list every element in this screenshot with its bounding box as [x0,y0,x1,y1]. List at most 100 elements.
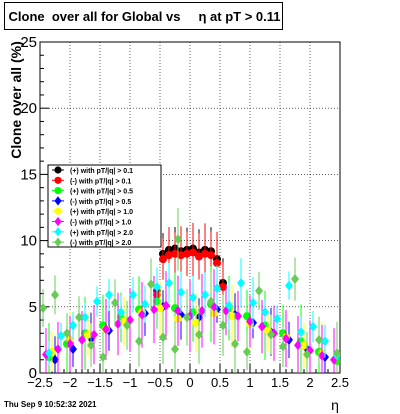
data-point [318,350,326,361]
legend-item: (-) with pT/|q| > 1.0 [52,216,131,227]
data-point [123,320,131,331]
data-point [75,312,83,323]
data-point [213,283,221,294]
data-point [111,297,119,308]
data-point [171,344,179,355]
data-point [219,320,227,331]
data-point [294,340,302,351]
y-tick-label: 15 [20,166,37,183]
data-point [40,303,47,314]
data-point [246,316,254,327]
data-point [285,280,293,291]
legend: (+) with pT/|q| > 0.1 (-) with pT/|q| > 0… [47,164,162,248]
data-point [198,305,206,316]
data-point [195,252,203,261]
data-point [183,312,191,323]
y-tick-label: 20 [20,100,37,117]
x-tick-label: −0.5 [147,375,173,390]
legend-marker [54,176,62,184]
legend-item: (+) with pT/|q| > 0.5 [52,187,133,196]
legend-item: (-) with pT/|q| > 0.1 [52,176,131,185]
data-point [159,255,167,264]
data-point [189,248,197,257]
series-6 [42,269,338,373]
data-point [309,321,317,332]
data-point [321,336,329,347]
data-point [90,329,98,340]
data-point [207,251,215,260]
legend-item: (+) with pT/|q| > 2.0 [52,227,133,237]
data-point [57,330,65,341]
data-point [297,326,305,337]
data-point [234,311,242,322]
data-point [195,329,203,340]
x-tick-label: 2.5 [331,375,349,390]
timestamp-footer: Thu Sep 9 10:52:32 2021 [4,400,97,409]
data-point [300,341,308,350]
data-point [333,348,340,359]
data-point [255,285,263,296]
legend-label: (+) with pT/|q| > 2.0 [70,230,133,237]
legend-label: (+) with pT/|q| > 1.0 [70,209,133,216]
legend-marker [54,166,62,174]
data-point [207,296,215,307]
data-point [261,307,269,318]
data-point [99,352,107,363]
x-tick-label: −1 [123,375,138,390]
x-tick-label: 0.5 [211,375,229,390]
data-point [279,341,287,352]
legend-marker [54,187,62,195]
y-tick-label: 25 [20,34,37,51]
data-point [63,328,71,339]
data-point [117,307,125,318]
legend-label: (-) with pT/|q| > 0.5 [70,199,131,206]
y-tick-label: 0 [29,365,37,382]
data-point [141,299,149,310]
data-point [213,259,221,268]
data-point [174,234,182,245]
data-point [102,324,110,335]
data-point [66,338,74,349]
data-point [282,333,290,344]
data-point [135,336,143,347]
data-point [129,289,137,300]
legend-label: (-) with pT/|q| > 2.0 [70,240,131,247]
legend-box [47,164,162,248]
x-axis-label: η [331,397,339,413]
data-point [171,249,179,258]
data-point [243,346,251,357]
data-point [87,340,95,351]
chart-title: Clone over all for Global vs η at pT > 0… [8,9,281,24]
x-tick-label: 1.5 [271,375,289,390]
legend-item: (-) with pT/|q| > 2.0 [52,237,131,247]
data-point [303,349,311,360]
y-tick-label: 5 [29,299,37,316]
data-point [138,309,146,320]
data-point [231,338,239,349]
data-point [93,296,101,307]
data-point [165,251,173,260]
data-point [201,249,209,258]
data-point [228,312,236,321]
x-tick-label: 2 [306,375,313,390]
data-point [183,249,191,258]
data-point [156,304,164,313]
data-point [291,273,299,284]
data-point [54,344,62,355]
data-point [162,300,170,311]
legend-label: (+) with pT/|q| > 0.5 [70,189,133,196]
data-point [315,334,323,345]
data-point [177,251,185,260]
data-point [174,305,182,316]
data-point [267,329,275,340]
legend-marker [54,196,62,206]
data-point [273,313,281,324]
x-tick-label: −2.5 [27,375,53,390]
data-point [84,330,92,339]
series-2 [153,222,227,323]
legend-marker [54,227,62,237]
legend-marker [54,237,62,247]
legend-label: (-) with pT/|q| > 1.0 [70,220,131,227]
legend-item: (-) with pT/|q| > 0.5 [52,196,131,206]
